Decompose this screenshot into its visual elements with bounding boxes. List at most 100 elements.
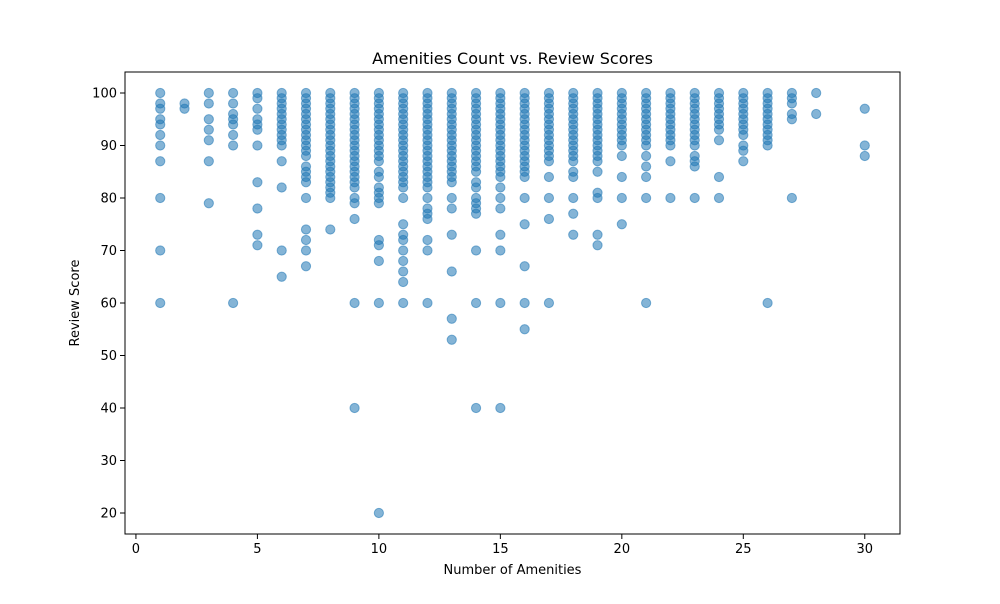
data-point [592, 229, 603, 240]
data-point [252, 124, 263, 135]
y-tick-label: 50 [100, 349, 117, 364]
data-point [470, 245, 482, 256]
data-point [398, 276, 409, 288]
data-point [519, 171, 530, 183]
x-tick-label: 5 [253, 542, 261, 557]
y-tick-label: 70 [100, 244, 117, 259]
data-point [276, 182, 287, 193]
data-point [641, 140, 652, 151]
data-point [422, 213, 433, 225]
data-point [689, 161, 700, 172]
data-point [276, 140, 287, 151]
data-point [495, 203, 506, 214]
x-tick-label: 10 [371, 542, 388, 557]
data-point [179, 103, 190, 114]
data-point [641, 192, 652, 204]
data-point [859, 103, 870, 114]
data-point [665, 140, 676, 151]
data-point [738, 156, 749, 167]
data-point [519, 324, 530, 335]
x-tick-label: 25 [735, 542, 752, 557]
data-point [543, 213, 555, 225]
data-point [373, 255, 384, 267]
y-tick-label: 40 [100, 402, 117, 417]
data-point [398, 234, 409, 246]
data-point [422, 234, 433, 246]
data-point [495, 245, 506, 256]
data-point [155, 192, 166, 204]
data-point [300, 177, 312, 188]
plot-frame [124, 71, 901, 535]
data-point [446, 313, 457, 324]
data-point [252, 229, 263, 240]
chart-title: Amenities Count vs. Review Scores [372, 49, 653, 68]
data-point [859, 150, 870, 162]
data-point [738, 129, 749, 141]
data-point [446, 229, 457, 240]
y-tick-label: 80 [100, 192, 117, 207]
data-point [373, 507, 384, 519]
data-point [228, 98, 239, 109]
data-point [349, 182, 360, 193]
data-point [713, 171, 725, 183]
data-point [373, 156, 384, 167]
data-point [616, 171, 627, 183]
data-point [616, 192, 627, 204]
data-point [689, 192, 700, 204]
data-point [665, 156, 676, 167]
data-point [398, 297, 409, 309]
data-point [252, 103, 263, 114]
data-point [762, 140, 773, 151]
data-point [495, 192, 506, 204]
data-point [446, 177, 457, 188]
data-point [592, 166, 603, 177]
data-point [616, 219, 627, 230]
data-point [859, 140, 870, 151]
data-point [786, 192, 797, 204]
data-point [592, 156, 603, 167]
data-point [762, 297, 773, 309]
data-point [446, 266, 457, 277]
data-point [155, 87, 166, 99]
data-point [155, 245, 166, 256]
data-point [470, 182, 482, 193]
data-point [373, 297, 384, 309]
x-axis-label: Number of Amenities [444, 563, 582, 578]
data-point [495, 297, 506, 309]
data-point [786, 98, 797, 109]
data-point [203, 198, 214, 209]
data-point [422, 297, 433, 309]
data-point [155, 119, 166, 130]
ticks-layer: 0 5 10 15 20 25 30 20 30 40 50 60 70 80 90 100 [92, 87, 873, 558]
data-point [398, 182, 409, 193]
data-point [398, 192, 409, 204]
data-point [568, 156, 579, 167]
data-point [641, 150, 652, 162]
data-point [203, 156, 214, 167]
y-tick-label: 20 [100, 507, 117, 522]
data-point [373, 240, 384, 251]
data-point [446, 192, 457, 204]
data-point [543, 192, 555, 204]
data-point [495, 402, 506, 414]
data-point [155, 156, 166, 167]
data-point [616, 150, 627, 162]
data-point [398, 245, 409, 256]
data-point [519, 192, 530, 204]
data-point [398, 266, 409, 277]
data-point [446, 203, 457, 214]
data-point [568, 171, 579, 183]
data-point [203, 87, 214, 99]
data-point [713, 124, 725, 135]
data-point [422, 245, 433, 256]
data-point [398, 219, 409, 230]
data-point [349, 213, 360, 225]
data-point [203, 124, 214, 135]
data-point [228, 129, 239, 141]
data-point [811, 108, 822, 120]
data-point [811, 87, 822, 99]
data-point [495, 229, 506, 240]
data-point [665, 192, 676, 204]
data-point [470, 166, 482, 177]
data-point [519, 297, 530, 309]
